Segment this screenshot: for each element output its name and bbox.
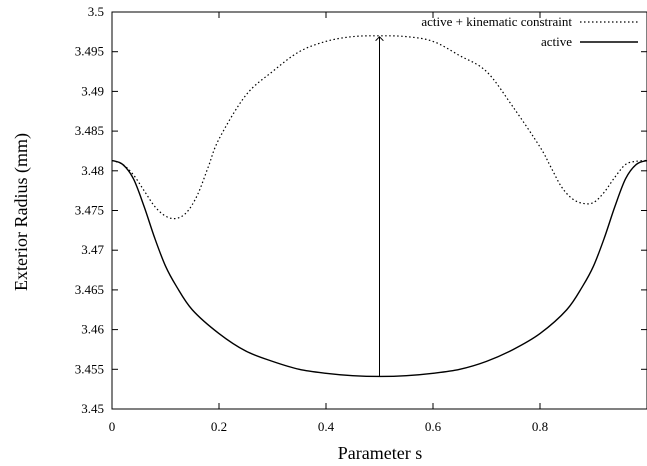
y-tick-label: 3.5: [88, 4, 104, 19]
series-line-active: [111, 159, 647, 378]
y-tick-label: 3.465: [75, 282, 104, 297]
legend-label-kinematic: active + kinematic constraint: [421, 14, 572, 29]
y-tick-label: 3.48: [81, 163, 104, 178]
x-axis-title: Parameter s: [338, 443, 422, 463]
series-layer: [111, 35, 647, 378]
y-tick-label: 3.45: [81, 401, 104, 416]
y-tick-label: 3.455: [75, 361, 104, 376]
y-tick-label: 3.47: [81, 242, 104, 257]
y-tick-label: 3.495: [75, 44, 104, 59]
x-tick-label: 0: [109, 419, 116, 434]
x-tick-label: 0.6: [425, 419, 442, 434]
legend-label-active: active: [541, 34, 572, 49]
x-tick-label: 0.2: [211, 419, 227, 434]
legend: active + kinematic constraint active: [421, 14, 638, 49]
x-axis-ticks: 0 0.2 0.4 0.6 0.8: [109, 12, 548, 434]
x-tick-label: 0.4: [318, 419, 335, 434]
y-axis-title: Exterior Radius (mm): [11, 133, 32, 291]
y-tick-label: 3.49: [81, 83, 104, 98]
y-tick-label: 3.46: [81, 322, 104, 337]
y-axis-ticks: 3.45 3.455 3.46 3.465 3.47 3.475 3.48 3.485 3.49…: [75, 4, 647, 416]
x-tick-label: 0.8: [532, 419, 548, 434]
y-tick-label: 3.485: [75, 123, 104, 138]
y-tick-label: 3.475: [75, 203, 104, 218]
